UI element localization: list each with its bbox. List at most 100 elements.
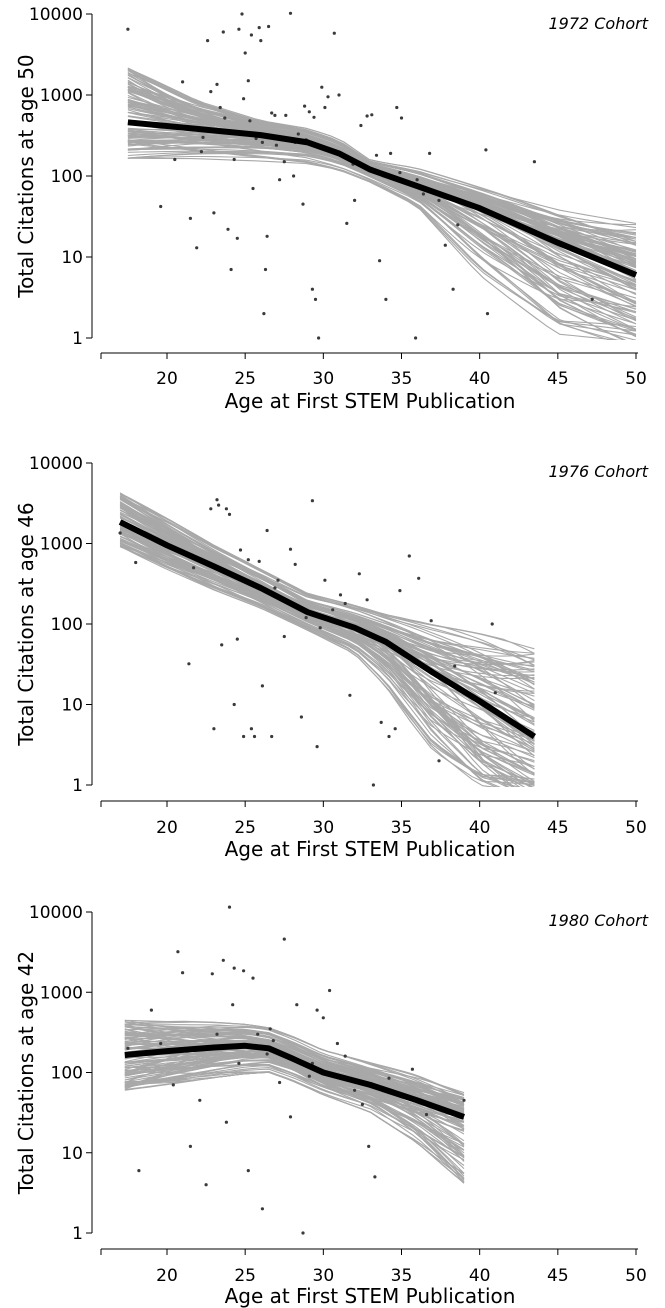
bootstrap-line <box>124 1022 465 1116</box>
data-point <box>293 562 297 567</box>
data-point <box>227 905 232 909</box>
data-point <box>221 958 225 962</box>
data-point <box>137 1169 141 1173</box>
y-tick-label: 1000 <box>40 535 83 555</box>
data-point <box>265 528 269 533</box>
data-point <box>321 1016 325 1020</box>
data-point <box>246 558 250 562</box>
bootstrap-line <box>124 1063 465 1145</box>
data-point <box>260 684 264 688</box>
y-tick-label: 10000 <box>29 903 83 923</box>
data-point <box>282 937 286 941</box>
data-point <box>301 1231 305 1235</box>
bootstrap-line <box>124 1051 465 1142</box>
data-point <box>257 26 261 30</box>
y-axis-title: Total Citations at age 46 <box>14 502 38 746</box>
data-point <box>337 93 341 97</box>
data-point <box>284 113 288 117</box>
data-point <box>270 111 274 115</box>
data-point <box>590 297 594 301</box>
data-point <box>387 734 391 739</box>
x-tick-label: 50 <box>625 369 647 389</box>
data-point <box>209 90 213 94</box>
data-point <box>389 151 393 155</box>
bootstrap-line <box>124 1063 465 1148</box>
x-tick-label: 50 <box>625 818 647 838</box>
bootstrap-line <box>124 1040 465 1107</box>
bootstrap-line <box>127 150 637 231</box>
y-tick-label: 100 <box>51 167 83 187</box>
data-point <box>159 1041 163 1046</box>
data-point <box>235 637 239 641</box>
data-point <box>353 1088 357 1092</box>
data-point <box>299 715 303 719</box>
data-point <box>295 1003 299 1007</box>
data-point <box>288 11 293 15</box>
data-point <box>257 559 261 564</box>
data-point <box>199 150 203 154</box>
data-point <box>343 601 347 606</box>
data-point <box>149 1008 153 1012</box>
data-point <box>192 566 196 570</box>
scatter-points <box>126 905 466 1235</box>
data-point <box>267 24 271 29</box>
x-tick-label: 50 <box>625 1266 647 1286</box>
scatter-points <box>118 498 497 787</box>
data-point <box>260 1207 264 1211</box>
data-point <box>188 1144 192 1148</box>
data-point <box>237 1061 241 1065</box>
bootstrap-line <box>124 1040 465 1109</box>
data-point <box>232 157 236 162</box>
data-point <box>328 988 332 993</box>
data-point <box>265 1052 269 1056</box>
data-point <box>398 589 402 593</box>
data-point <box>251 186 255 191</box>
x-tick-label: 20 <box>156 818 178 838</box>
x-tick-label: 30 <box>313 369 335 389</box>
data-point <box>171 1083 175 1087</box>
y-tick-label: 100 <box>51 615 83 635</box>
data-point <box>282 160 286 164</box>
data-point <box>343 1054 347 1058</box>
bootstrap-line <box>127 85 637 242</box>
cohort-label: 1972 Cohort <box>548 14 648 33</box>
data-point <box>367 1144 371 1148</box>
data-point <box>217 503 221 507</box>
x-tick-label: 35 <box>391 369 413 389</box>
data-point <box>210 972 214 976</box>
data-point <box>232 702 236 707</box>
data-point <box>215 1032 219 1036</box>
data-point <box>410 1067 414 1071</box>
data-point <box>387 1076 391 1080</box>
bootstrap-line <box>127 141 637 272</box>
data-point <box>198 1098 202 1102</box>
y-tick-label: 10000 <box>29 5 83 25</box>
data-point <box>456 223 460 227</box>
data-point <box>384 297 388 301</box>
bootstrap-line <box>124 1040 465 1094</box>
data-point <box>223 116 227 120</box>
data-point <box>292 174 296 178</box>
x-axis-title: Age at First STEM Publication <box>225 837 516 861</box>
data-point <box>415 178 419 182</box>
x-tick-label: 40 <box>469 369 491 389</box>
data-point <box>273 113 277 117</box>
data-point <box>263 267 268 272</box>
bootstrap-line <box>127 155 637 313</box>
data-point <box>206 39 210 43</box>
scatter-points <box>126 11 594 340</box>
data-point <box>229 267 233 272</box>
data-point <box>335 1041 339 1046</box>
x-tick-label: 45 <box>547 818 569 838</box>
data-point <box>313 297 318 301</box>
bootstrap-line <box>119 497 535 770</box>
bootstrap-line <box>127 152 637 335</box>
bootstrap-line <box>127 122 637 340</box>
data-point <box>240 12 244 16</box>
data-point <box>242 97 246 101</box>
bootstrap-line <box>119 495 535 690</box>
bootstrap-lines <box>127 67 637 340</box>
data-point <box>268 1027 272 1031</box>
y-tick-label: 10 <box>61 1144 83 1164</box>
data-point <box>251 976 255 980</box>
